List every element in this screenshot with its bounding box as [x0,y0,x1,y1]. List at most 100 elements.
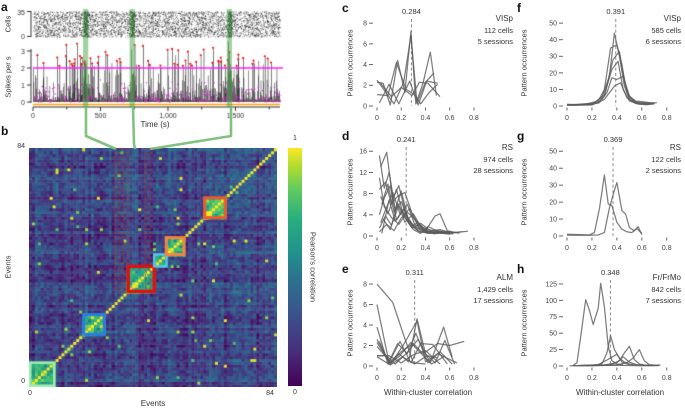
y-tick-label: 30 [549,183,557,190]
session-line [569,60,650,106]
panel-c-annotation: VISp 112 cells 5 sessions [478,13,513,48]
session-line [378,207,462,235]
session-line [380,188,450,233]
x-tick-label: 0.2 [396,375,406,382]
cells-label: 842 cells [651,284,681,294]
y-tick-label: 0 [553,363,557,370]
session-line [376,339,465,365]
colorbar [288,148,302,386]
session-line [566,181,643,236]
x-tick-label: 0.4 [421,245,431,252]
session-line [566,75,655,106]
session-line [591,348,657,367]
panel-c-y-label: Pattern occurrences [345,29,355,97]
y-tick-label: 0 [553,103,557,110]
session-line [382,202,454,235]
session-line [378,80,438,106]
region-label: RS [501,143,513,152]
y-tick-label: 40 [549,37,557,44]
panel-d-label: d [342,129,350,143]
session-line [376,304,456,365]
x-tick-label: 0.6 [445,375,455,382]
y-tick-label: 0 [363,103,367,110]
threshold-label: 0.391 [606,7,625,16]
region-label: VISp [663,14,681,23]
panel-h-annotation: Fr/FrMo 842 cells 7 sessions [646,272,681,307]
y-tick-label: 4 [363,62,367,69]
y-tick-label: 2 [363,83,367,90]
session-line [376,61,439,105]
y-tick-label: 25 [549,347,557,354]
x-tick-label: 0.2 [587,115,597,122]
threshold-label: 0.241 [397,135,416,144]
colorbar-tick-bottom: 0 [293,389,297,396]
y-tick-label: 0 [363,363,367,370]
x-tick-label: 0 [375,245,379,252]
x-tick-label: 0.8 [662,375,672,382]
sessions-label: 17 sessions [473,296,513,305]
session-line [376,34,435,105]
sessions-label: 7 sessions [645,296,681,305]
panel-e-annotation: ALM 1,429 cells 17 sessions [473,272,513,307]
session-line [585,345,652,367]
panel-d-annotation: RS 974 cells 28 sessions [473,142,513,177]
x-tick-label: 0.2 [587,375,597,382]
cells-label: 974 cells [483,154,513,164]
y-tick-label: 4 [363,212,367,219]
y-tick-label: 50 [549,149,557,156]
panel-f-label: f [517,1,521,15]
x-tick-label: 0.6 [637,375,647,382]
session-line [380,81,441,98]
y-tick-label: 6 [363,41,367,48]
session-line [380,151,444,233]
session-line [579,335,636,367]
panel-g-y-label: Pattern occurrences [519,158,529,226]
session-line [579,353,655,367]
y-tick-label: 10 [549,216,557,223]
sessions-label: 5 sessions [477,37,513,46]
raster-y-axis-label: Cells [3,15,13,33]
y-tick-label: 8 [363,21,367,28]
region-label: VISp [495,14,513,23]
panel-c-label: c [342,1,349,15]
session-line [566,32,655,106]
threshold-label: 0.348 [601,268,620,277]
y-tick-label: 2 [363,343,367,350]
x-tick-label: 0 [565,375,569,382]
panel-d-y-label: Pattern occurrences [345,158,355,226]
region-label: RS [669,143,681,152]
panel-e-y-label: Pattern occurrences [345,289,355,357]
session-line [378,177,468,234]
x-tick-label: 0 [375,375,379,382]
x-tick-label: 0.8 [469,115,479,122]
heatmap-ytick-bottom: 0 [21,378,25,385]
session-line [378,155,450,234]
heatmap-xtick-right: 84 [266,390,274,397]
panel-f-y-label: Pattern occurrences [519,29,529,97]
session-line [572,282,624,366]
session-line [378,341,444,365]
session-line [376,283,426,365]
cells-label: 112 cells [483,25,513,35]
threshold-label: 0.311 [406,268,424,277]
heatmap-y-axis-label: Events [3,255,13,279]
cells-label: 585 cells [651,25,681,35]
session-line [381,199,445,235]
y-tick-label: 16 [359,149,367,156]
session-line [573,356,661,367]
x-tick-label: 0.4 [612,115,622,122]
y-tick-label: 50 [549,331,557,338]
sessions-label: 2 sessions [645,166,681,175]
session-line [378,204,450,236]
panel-h-x-label: Within-cluster correlation [575,388,665,397]
x-tick-label: 0.2 [396,115,406,122]
x-tick-label: 0.4 [421,115,431,122]
x-tick-label: 0.4 [421,375,431,382]
session-line [569,364,660,367]
y-tick-label: 50 [549,21,557,28]
x-tick-label: 0.4 [612,245,622,252]
x-tick-label: 0.4 [612,375,622,382]
session-line [566,44,652,106]
session-line [377,349,441,365]
